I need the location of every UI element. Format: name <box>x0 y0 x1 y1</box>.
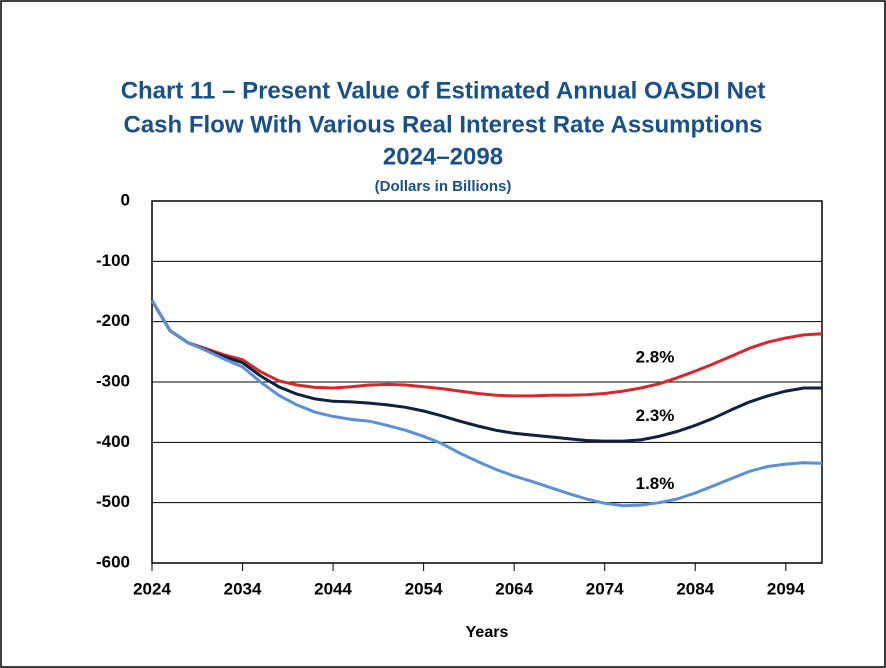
series-label: 2.3% <box>636 406 675 425</box>
plot-area <box>151 200 823 564</box>
y-tick-label: -100 <box>96 251 130 270</box>
series-label: 2.8% <box>636 347 675 366</box>
x-tick-label: 2034 <box>224 579 262 598</box>
chart-title: 2024–2098 <box>383 143 503 170</box>
x-tick-label: 2044 <box>314 579 352 598</box>
y-tick-label: -200 <box>96 311 130 330</box>
series-line <box>150 299 822 443</box>
series-label: 1.8% <box>636 474 675 493</box>
chart-title: Cash Flow With Various Real Interest Rat… <box>123 111 762 138</box>
x-axis-label: Years <box>466 624 509 641</box>
x-tick-label: 2094 <box>767 579 805 598</box>
series-line <box>150 299 823 508</box>
chart-subtitle: (Dollars in Billions) <box>375 178 512 195</box>
y-tick-label: -500 <box>96 492 130 511</box>
y-tick-label: -400 <box>96 432 130 451</box>
y-tick-label: -600 <box>96 552 130 571</box>
x-tick-label: 2024 <box>133 579 171 598</box>
x-tick-label: 2074 <box>586 579 624 598</box>
series-line <box>150 299 823 398</box>
x-tick-label: 2064 <box>495 579 533 598</box>
y-tick-label: 0 <box>121 190 130 209</box>
x-tick-label: 2084 <box>676 579 714 598</box>
y-tick-label: -300 <box>96 371 130 390</box>
x-tick-label: 2054 <box>405 579 443 598</box>
chart-title: Chart 11 – Present Value of Estimated An… <box>121 77 766 104</box>
